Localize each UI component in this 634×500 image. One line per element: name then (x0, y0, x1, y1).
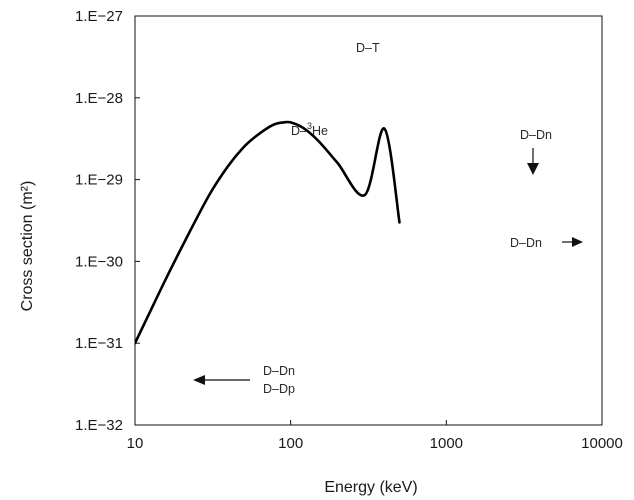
annotation-dhe3-sup: 3 (307, 121, 312, 131)
annotation-dhe3: D–3He (291, 121, 328, 138)
annotation-ddn-right: D–Dn (510, 236, 542, 250)
arrow-ddn-top (527, 148, 539, 175)
axis-ticks: 1.E−32 1.E−31 1.E−30 1.E−29 1.E−28 1.E−27 10 10… (75, 8, 623, 452)
annotation-dhe3-prefix: D– (291, 124, 307, 138)
x-tick-label: 10 (127, 435, 144, 452)
x-tick-label: 100 (278, 435, 303, 452)
plot-frame (134, 15, 603, 426)
y-tick-label: 1.E−29 (75, 172, 123, 189)
y-tick-label: 1.E−30 (75, 253, 123, 270)
y-tick-label: 1.E−31 (75, 335, 123, 352)
x-tick-label: 1000 (430, 435, 463, 452)
arrow-ddn-right (562, 237, 583, 247)
series-line-0 (135, 120, 401, 345)
annotation-ddn-low: D–Dn (263, 364, 295, 378)
y-tick-label: 1.E−32 (75, 417, 123, 434)
data-curves (135, 120, 401, 345)
plot-axes (134, 15, 603, 426)
y-tick-label: 1.E−27 (75, 8, 123, 25)
annotation-dt: D–T (356, 41, 380, 55)
x-tick-label: 10000 (581, 435, 623, 452)
arrow-ddn-ddp-low (193, 375, 250, 385)
y-tick-label: 1.E−28 (75, 90, 123, 107)
annotation-ddn-top: D–Dn (520, 128, 552, 142)
annotation-ddp-low: D–Dp (263, 382, 295, 396)
y-axis-title: Cross section (m²) (19, 181, 36, 312)
x-axis-title: Energy (keV) (324, 479, 417, 496)
annotation-dhe3-suffix: He (312, 124, 328, 138)
